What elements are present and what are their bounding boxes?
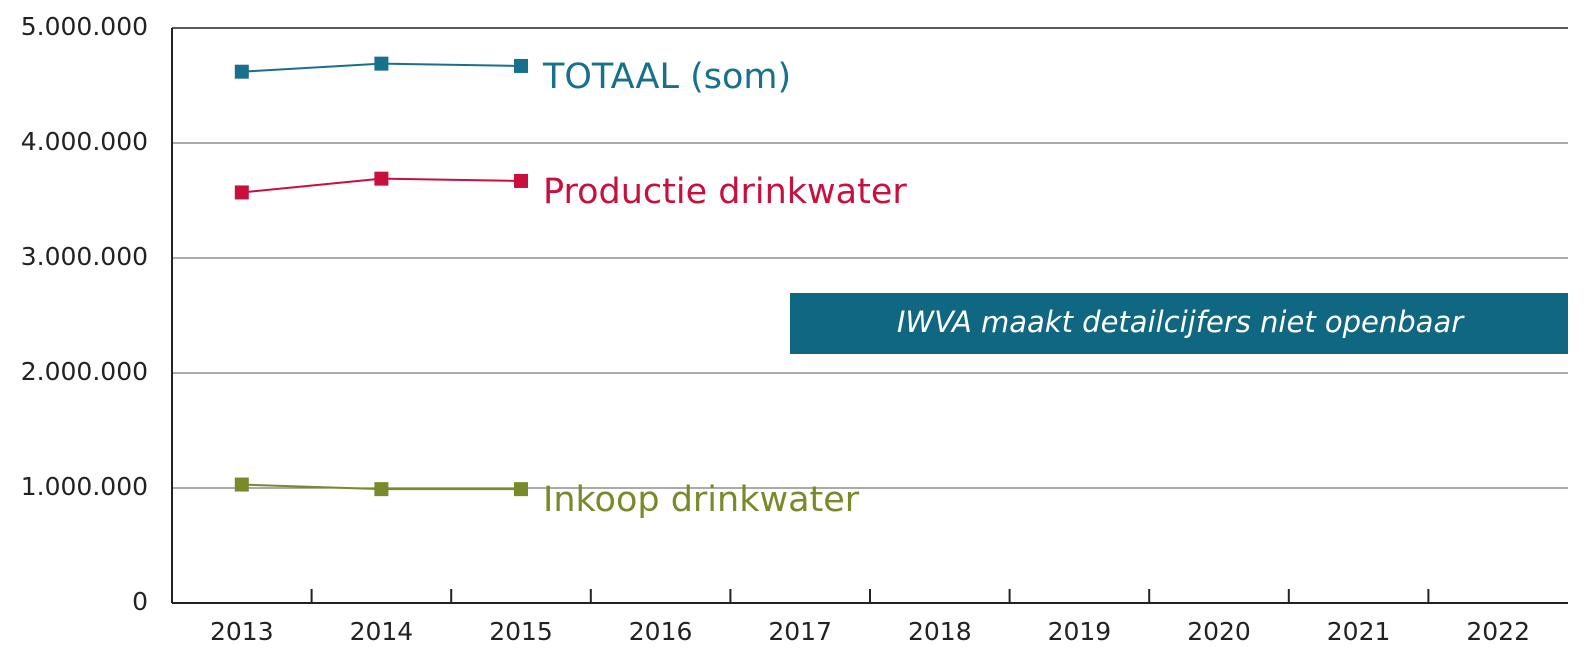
x-tick-label: 2015 <box>489 617 553 646</box>
series-label: Productie drinkwater <box>543 172 907 212</box>
marker <box>514 58 528 73</box>
y-tick-label: 2.000.000 <box>21 357 148 386</box>
y-tick-label: 5.000.000 <box>21 12 148 41</box>
marker <box>374 482 389 497</box>
x-tick-label: 2019 <box>1048 617 1112 646</box>
x-tick-label: 2017 <box>768 617 832 646</box>
x-tick-label: 2022 <box>1466 617 1530 646</box>
marker <box>234 477 249 492</box>
x-tick-label: 2020 <box>1187 617 1251 646</box>
y-tick-label: 0 <box>132 587 148 616</box>
x-tick-label: 2014 <box>350 617 414 646</box>
marker <box>234 185 249 200</box>
marker <box>514 482 528 497</box>
series-label: TOTAAL (som) <box>542 57 791 97</box>
y-tick-label: 1.000.000 <box>21 472 148 501</box>
marker <box>234 64 249 79</box>
x-tick-label: 2016 <box>629 617 693 646</box>
series-label: Inkoop drinkwater <box>543 480 860 520</box>
y-tick-label: 3.000.000 <box>21 242 148 271</box>
annotation: IWVA maakt detailcijfers niet openbaar <box>897 305 1465 339</box>
annotation-box <box>790 293 1568 354</box>
y-tick-label: 4.000.000 <box>21 127 148 156</box>
x-tick-label: 2013 <box>210 617 274 646</box>
marker <box>514 173 528 188</box>
marker <box>374 171 389 186</box>
marker <box>374 56 389 71</box>
x-tick-label: 2021 <box>1327 617 1391 646</box>
x-tick-label: 2018 <box>908 617 972 646</box>
